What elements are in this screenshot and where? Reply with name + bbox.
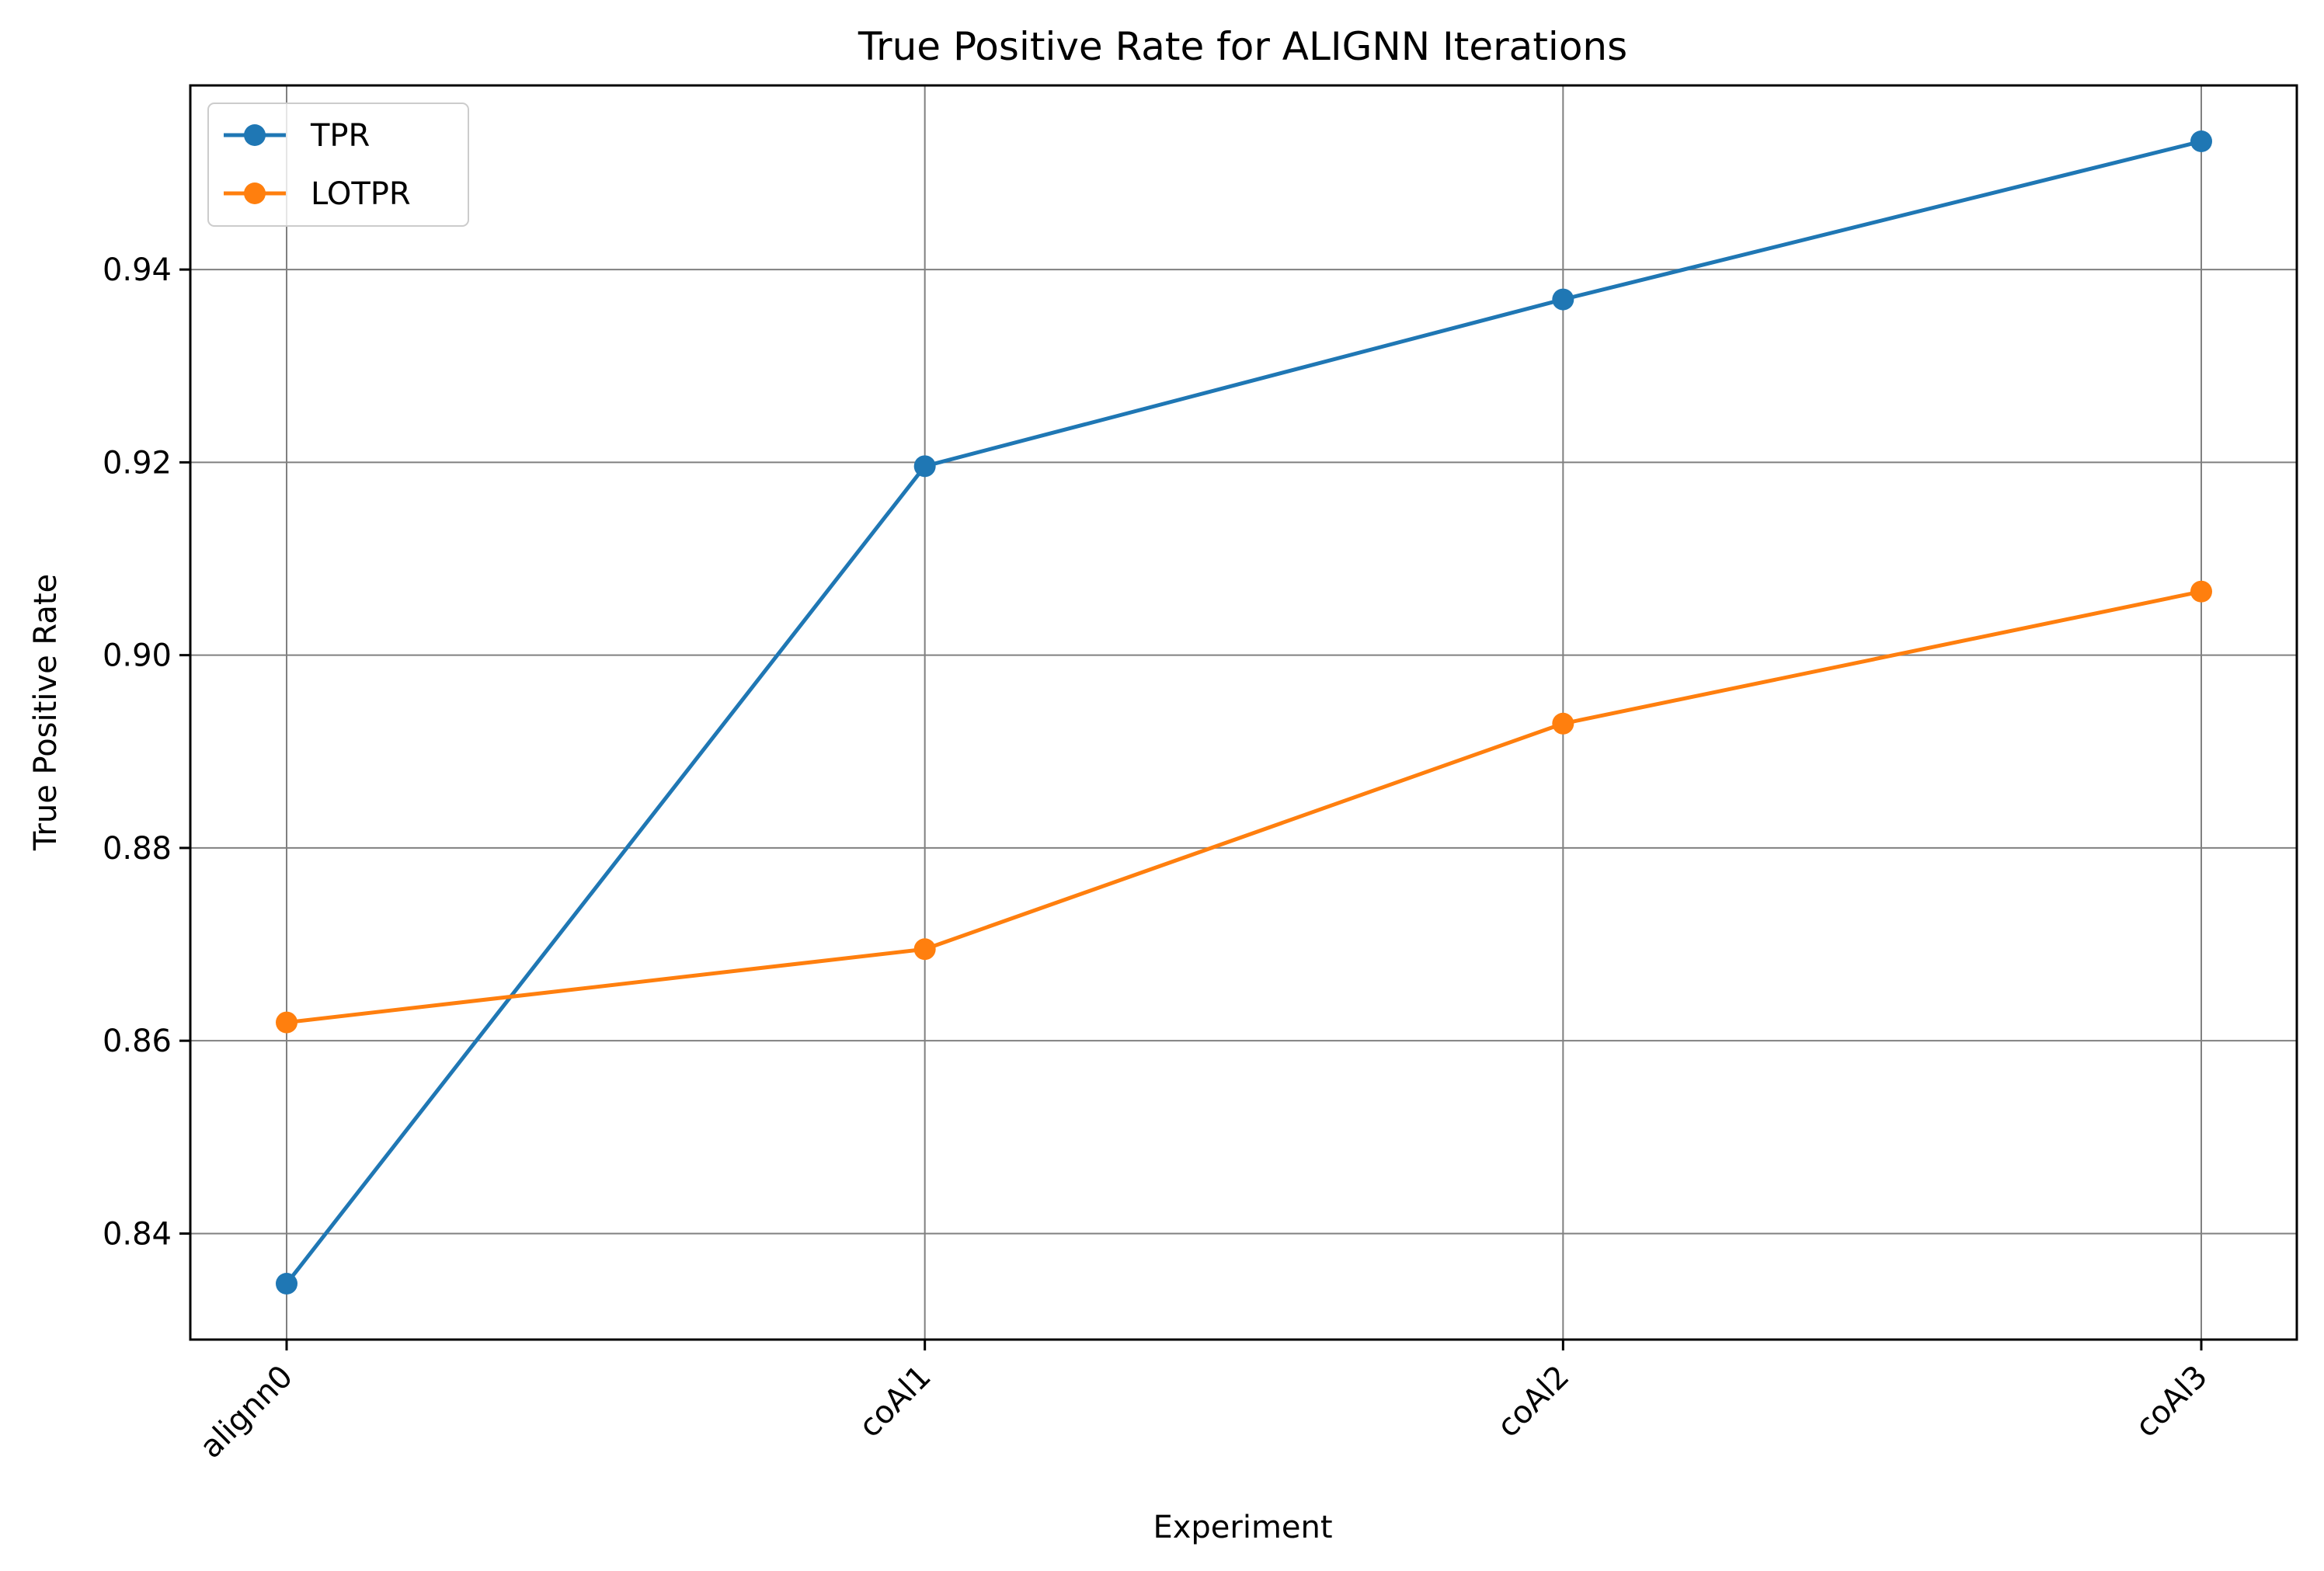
x-axis-label: Experiment xyxy=(1153,1510,1332,1545)
data-point-tpr xyxy=(2190,130,2212,152)
x-tick-label: coAl1 xyxy=(852,1359,938,1445)
grid-lines xyxy=(190,85,2297,1340)
plot-frame xyxy=(189,84,2298,1341)
legend-tpr-label: TPR xyxy=(310,118,370,154)
series-line-lotpr xyxy=(284,589,2204,1025)
x-tick-label: coAl2 xyxy=(1491,1359,1577,1445)
y-tick-label: 0.84 xyxy=(103,1216,172,1252)
data-point-tpr xyxy=(1552,288,1574,311)
data-point-lotpr xyxy=(2190,580,2212,603)
legend: TPR LOTPR xyxy=(207,103,469,227)
y-tick-label: 0.86 xyxy=(103,1024,172,1059)
x-axis: alignn0 coAl1 coAl2 coAl3 xyxy=(193,1340,2214,1465)
chart-title: True Positive Rate for ALIGNN Iterations xyxy=(858,24,1627,69)
data-point-tpr xyxy=(913,455,936,478)
x-tick-label: alignn0 xyxy=(193,1359,300,1465)
x-tick-label: coAl3 xyxy=(2128,1359,2214,1445)
data-point-lotpr xyxy=(913,938,936,961)
legend-tpr-marker xyxy=(244,124,266,146)
y-tick-label: 0.90 xyxy=(103,638,172,674)
series-layer xyxy=(276,130,2212,1295)
series-line-tpr xyxy=(284,138,2204,1287)
y-tick-label: 0.88 xyxy=(103,831,172,867)
y-tick-label: 0.92 xyxy=(103,445,172,481)
y-tick-label: 0.94 xyxy=(103,252,172,288)
data-point-lotpr xyxy=(1552,712,1574,735)
data-point-lotpr xyxy=(276,1011,297,1034)
legend-lotpr-marker xyxy=(244,182,266,204)
legend-lotpr-label: LOTPR xyxy=(311,176,411,212)
y-axis-label: True Positive Rate xyxy=(28,574,64,851)
data-point-tpr xyxy=(276,1273,297,1295)
y-axis: 0.84 0.86 0.88 0.90 0.92 0.94 xyxy=(103,252,190,1252)
